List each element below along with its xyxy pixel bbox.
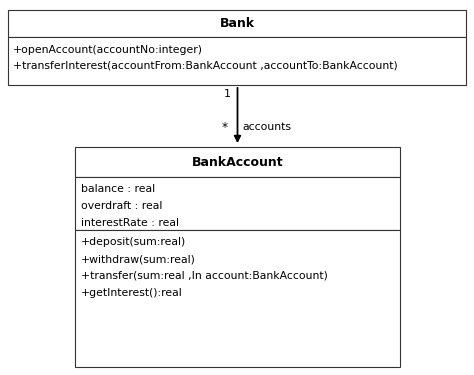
Text: balance : real: balance : real xyxy=(81,184,155,194)
Text: +deposit(sum:real): +deposit(sum:real) xyxy=(81,237,186,247)
Bar xyxy=(75,230,400,367)
Text: *: * xyxy=(221,120,228,134)
Text: BankAccount: BankAccount xyxy=(191,156,283,168)
Text: interestRate : real: interestRate : real xyxy=(81,218,179,228)
Bar xyxy=(75,147,400,177)
Text: +transferInterest(accountFrom:BankAccount ,accountTo:BankAccount): +transferInterest(accountFrom:BankAccoun… xyxy=(13,61,398,71)
Text: +transfer(sum:real ,In account:BankAccount): +transfer(sum:real ,In account:BankAccou… xyxy=(81,271,328,281)
Bar xyxy=(8,37,466,85)
Text: overdraft : real: overdraft : real xyxy=(81,201,163,211)
Bar xyxy=(8,10,466,37)
Text: +getInterest():real: +getInterest():real xyxy=(81,288,183,298)
Text: +withdraw(sum:real): +withdraw(sum:real) xyxy=(81,254,196,264)
Text: 1: 1 xyxy=(224,89,230,99)
Text: accounts: accounts xyxy=(243,122,292,132)
Text: Bank: Bank xyxy=(219,17,255,30)
Bar xyxy=(75,177,400,230)
Text: +openAccount(accountNo:integer): +openAccount(accountNo:integer) xyxy=(13,45,203,55)
